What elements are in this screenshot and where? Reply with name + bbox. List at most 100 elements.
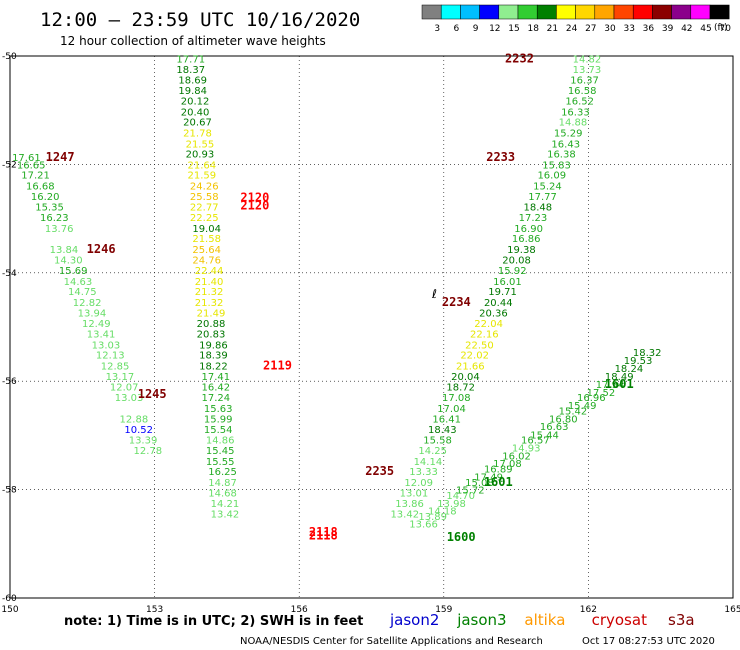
swh-value-label: 15.49: [568, 401, 597, 412]
swh-value-label: 19.04: [192, 224, 221, 235]
swh-value-label: 16.02: [502, 451, 531, 462]
footer-timestamp: Oct 17 08:27:53 UTC 2020: [582, 636, 715, 647]
swh-value-label: 12.78: [134, 446, 163, 457]
swh-value-label: 19.38: [507, 245, 536, 256]
swh-value-label: 18.32: [633, 348, 662, 359]
swh-value-label: 20.08: [502, 255, 531, 266]
swh-value-label: 15.92: [498, 266, 527, 277]
swh-value-label: 21.64: [188, 160, 217, 171]
colorbar-tick: 15: [508, 24, 519, 34]
swh-value-label: 16.80: [549, 415, 578, 426]
satellite-legend: jason2 jason3 altika cryosat s3a: [389, 611, 695, 629]
swh-value-label: 25.58: [190, 192, 219, 203]
swh-value-label: 14.14: [414, 457, 443, 468]
satellite-legend-s3a: s3a: [668, 611, 695, 629]
swh-value-label: 16.38: [547, 150, 576, 161]
y-tick-label: -52: [2, 160, 17, 170]
swh-value-label: 18.69: [178, 75, 207, 86]
swh-value-label: 25.64: [192, 245, 221, 256]
swh-value-label: 15.29: [554, 128, 583, 139]
time-label: 2235: [365, 464, 394, 478]
swh-value-label: 17.71: [176, 55, 205, 66]
swh-value-label: 16.43: [551, 139, 580, 150]
x-tick-label: 153: [146, 605, 163, 615]
swh-value-label: 14.82: [573, 55, 602, 66]
x-tick-label: 156: [291, 605, 308, 615]
swh-value-label: 13.89: [418, 512, 447, 523]
swh-value-label: 16.63: [540, 422, 569, 433]
swh-value-label: 22.02: [460, 351, 489, 362]
swh-value-label: 14.18: [428, 507, 457, 518]
swh-value-label: 13.98: [437, 499, 466, 510]
swh-value-label: 20.67: [183, 118, 212, 129]
swh-value-label: 16.41: [432, 415, 461, 426]
colorbar-swatch: [479, 4, 500, 20]
chart-title: 12:00 – 23:59 UTC 10/16/2020: [40, 9, 360, 31]
swh-value-label: 21.40: [195, 277, 224, 288]
colorbar-swatch: [440, 4, 461, 20]
chart-subtitle: 12 hour collection of altimeter wave hei…: [60, 34, 326, 48]
swh-value-label: 21.58: [192, 234, 221, 245]
swh-value-label: 15.45: [206, 446, 235, 457]
swh-value-label: 12.09: [404, 478, 433, 489]
swh-value-label: 21.49: [197, 308, 226, 319]
colorbar-swatch: [460, 4, 480, 20]
swh-value-label: 15.83: [542, 160, 571, 171]
swh-value-label: 16.58: [568, 86, 597, 97]
swh-value-label: 13.17: [106, 372, 135, 383]
colorbar-tick: 18: [527, 24, 539, 34]
swh-value-label: 22.44: [195, 266, 224, 277]
footer-credit: NOAA/NESDIS Center for Satellite Applica…: [240, 636, 543, 647]
footer-note: note: 1) Time is in UTC; 2) SWH is in fe…: [64, 614, 363, 629]
swh-value-label: 13.76: [45, 224, 74, 235]
plot-frame: [9, 55, 734, 599]
swh-value-label: 16.68: [26, 182, 55, 193]
swh-value-label: 15.24: [533, 182, 562, 193]
y-tick-label: -58: [2, 486, 17, 496]
swh-value-label: 13.33: [409, 467, 438, 478]
x-tick-label: 159: [435, 605, 452, 615]
swh-value-label: 20.44: [484, 298, 513, 309]
swh-value-label: 15.63: [204, 404, 233, 415]
time-label: 2234: [442, 295, 471, 309]
time-label: 1245: [138, 387, 167, 401]
swh-value-label: 15.08: [465, 478, 494, 489]
swh-value-label: 12.13: [96, 351, 125, 362]
time-label: 2120: [240, 199, 269, 213]
swh-value-label: 16.57: [521, 436, 550, 447]
time-label: 1601: [484, 475, 513, 489]
swh-value-label: 15.55: [206, 457, 235, 468]
swh-value-label: 17.08: [442, 393, 471, 404]
colorbar-tick: 36: [643, 24, 655, 34]
colorbar-swatch: [613, 4, 634, 20]
swh-value-label: 13.41: [87, 330, 116, 341]
swh-value-label: 21.32: [195, 287, 224, 298]
swh-value-label: 17.49: [474, 473, 503, 484]
swh-value-label: 16.89: [484, 464, 513, 475]
swh-value-label: 16.90: [514, 224, 543, 235]
colorbar-swatch: [575, 4, 596, 20]
swh-value-label: 12.07: [110, 383, 139, 394]
swh-value-label: 20.04: [451, 372, 480, 383]
swh-value-label: 21.59: [188, 171, 217, 182]
swh-value-label: 16.33: [561, 107, 590, 118]
swh-value-label: 16.25: [208, 467, 237, 478]
swh-value-label: 16.37: [570, 75, 599, 86]
swh-value-label: 18.72: [446, 383, 475, 394]
swh-value-label: 20.40: [181, 107, 210, 118]
swh-value-label: 13.86: [395, 499, 424, 510]
swh-value-label: 14.70: [446, 491, 475, 502]
swh-value-label: 16.20: [31, 192, 60, 203]
x-tick-label: 162: [580, 605, 597, 615]
swh-value-label: 15.58: [423, 436, 452, 447]
colorbar-tick: 6: [454, 24, 460, 34]
time-label: 2119: [263, 358, 292, 372]
swh-value-label: 15.44: [530, 430, 559, 441]
swh-value-label: 17.04: [437, 404, 466, 415]
colorbar-swatch: [709, 4, 730, 20]
swh-value-label: 10.52: [124, 425, 153, 436]
time-label: 2118: [309, 525, 338, 539]
y-tick-label: -56: [2, 377, 17, 387]
swh-value-label: 19.53: [624, 356, 653, 367]
